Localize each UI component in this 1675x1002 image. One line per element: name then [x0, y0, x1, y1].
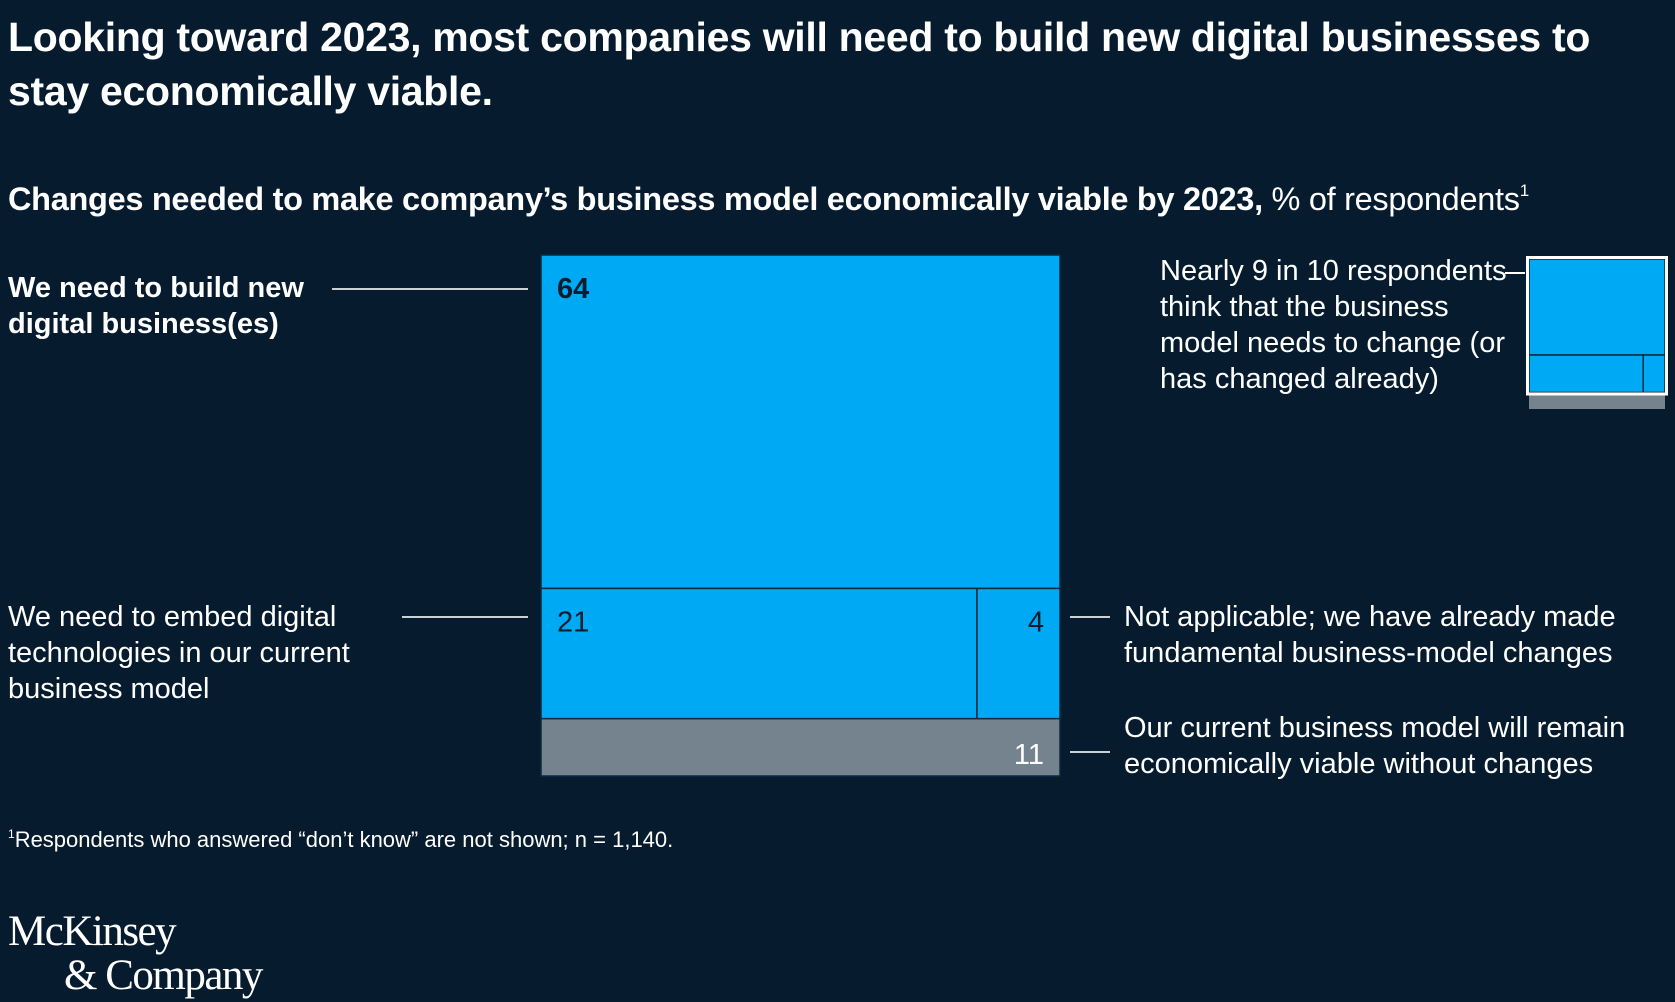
leader-embed: [402, 616, 528, 618]
leader-build-new: [332, 288, 528, 290]
inset-highlight-outline: [1526, 256, 1668, 396]
leader-not-applicable: [1070, 616, 1110, 618]
inset-treemap: [1526, 256, 1668, 409]
leader-inset: [1505, 272, 1525, 274]
inset-cell-remain-viable: [1529, 392, 1665, 409]
inset-cell-embed: [1528, 354, 1644, 394]
value-label-not-applicable: 4: [1028, 606, 1044, 638]
inset-annotation: Nearly 9 in 10 respondents think that th…: [1160, 255, 1507, 395]
subtitle-unit: % of respondents: [1262, 181, 1520, 217]
subtitle-footnote-marker: 1: [1519, 181, 1529, 200]
footnote-marker: 1: [8, 827, 15, 841]
footnote: 1Respondents who answered “don’t know” a…: [8, 820, 673, 854]
mckinsey-logo: McKinsey & Company: [8, 908, 263, 999]
leader-remain-viable: [1070, 751, 1110, 753]
label-remain-viable: Our current business model will remain e…: [1124, 712, 1626, 780]
value-label-build-new: 64: [557, 273, 589, 305]
headline: Looking toward 2023, most companies will…: [8, 14, 1591, 114]
value-label-remain-viable: 11: [1014, 739, 1044, 771]
logo-line2: & Company: [64, 952, 263, 999]
main-treemap: 64 21 4 11: [540, 254, 1061, 777]
chart-subtitle: Changes needed to make company’s busines…: [8, 170, 1673, 220]
treemap-cell-remain-viable: [540, 717, 1061, 777]
value-label-embed: 21: [557, 606, 589, 638]
label-embed: We need to embed digital technologies in…: [8, 601, 350, 705]
inset-cell-build-new: [1528, 258, 1666, 356]
footnote-text: Respondents who answered “don’t know” ar…: [14, 827, 674, 852]
treemap-cell-build-new: [540, 254, 1061, 590]
treemap-cell-not-applicable: [976, 587, 1061, 720]
label-build-new: We need to build new digital business(es…: [8, 272, 304, 340]
inset-cell-not-applicable: [1642, 354, 1666, 394]
logo-line1: McKinsey: [8, 908, 177, 955]
subtitle-bold: Changes needed to make company’s busines…: [8, 181, 1263, 217]
label-not-applicable: Not applicable; we have already made fun…: [1124, 601, 1616, 669]
treemap-cell-embed: [540, 587, 978, 720]
